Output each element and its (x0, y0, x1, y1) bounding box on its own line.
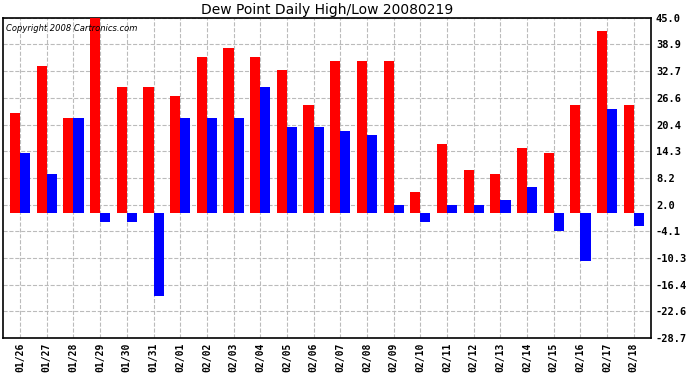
Bar (144, 87, 153, 213)
Bar (420, 213, 431, 222)
Bar (153, 213, 164, 296)
Bar (197, 57, 207, 213)
Bar (570, 105, 580, 213)
Bar (37, 66, 47, 213)
Bar (90, 13, 100, 213)
Bar (340, 131, 351, 213)
Bar (437, 144, 447, 213)
Bar (500, 200, 511, 213)
Bar (357, 62, 367, 213)
Bar (624, 105, 634, 213)
Bar (100, 213, 110, 222)
Bar (47, 174, 57, 213)
Bar (127, 213, 137, 222)
Bar (73, 118, 83, 213)
Bar (367, 135, 377, 213)
Bar (250, 57, 260, 213)
Bar (10, 114, 20, 213)
Bar (410, 192, 420, 213)
Title: Dew Point Daily High/Low 20080219: Dew Point Daily High/Low 20080219 (201, 3, 453, 17)
Bar (527, 187, 538, 213)
Bar (554, 213, 564, 231)
Bar (607, 109, 618, 213)
Bar (517, 148, 527, 213)
Bar (117, 87, 127, 213)
Bar (447, 205, 457, 213)
Bar (580, 213, 591, 261)
Text: Copyright 2008 Cartronics.com: Copyright 2008 Cartronics.com (6, 24, 137, 33)
Bar (20, 153, 30, 213)
Bar (277, 70, 287, 213)
Bar (180, 118, 190, 213)
Bar (170, 96, 180, 213)
Bar (394, 205, 404, 213)
Bar (330, 62, 340, 213)
Bar (634, 213, 644, 226)
Bar (544, 153, 554, 213)
Bar (233, 118, 244, 213)
Bar (490, 174, 500, 213)
Bar (63, 118, 73, 213)
Bar (313, 126, 324, 213)
Bar (464, 170, 474, 213)
Bar (207, 118, 217, 213)
Bar (474, 205, 484, 213)
Bar (224, 48, 233, 213)
Bar (384, 62, 394, 213)
Bar (304, 105, 313, 213)
Bar (260, 87, 270, 213)
Bar (597, 31, 607, 213)
Bar (287, 126, 297, 213)
